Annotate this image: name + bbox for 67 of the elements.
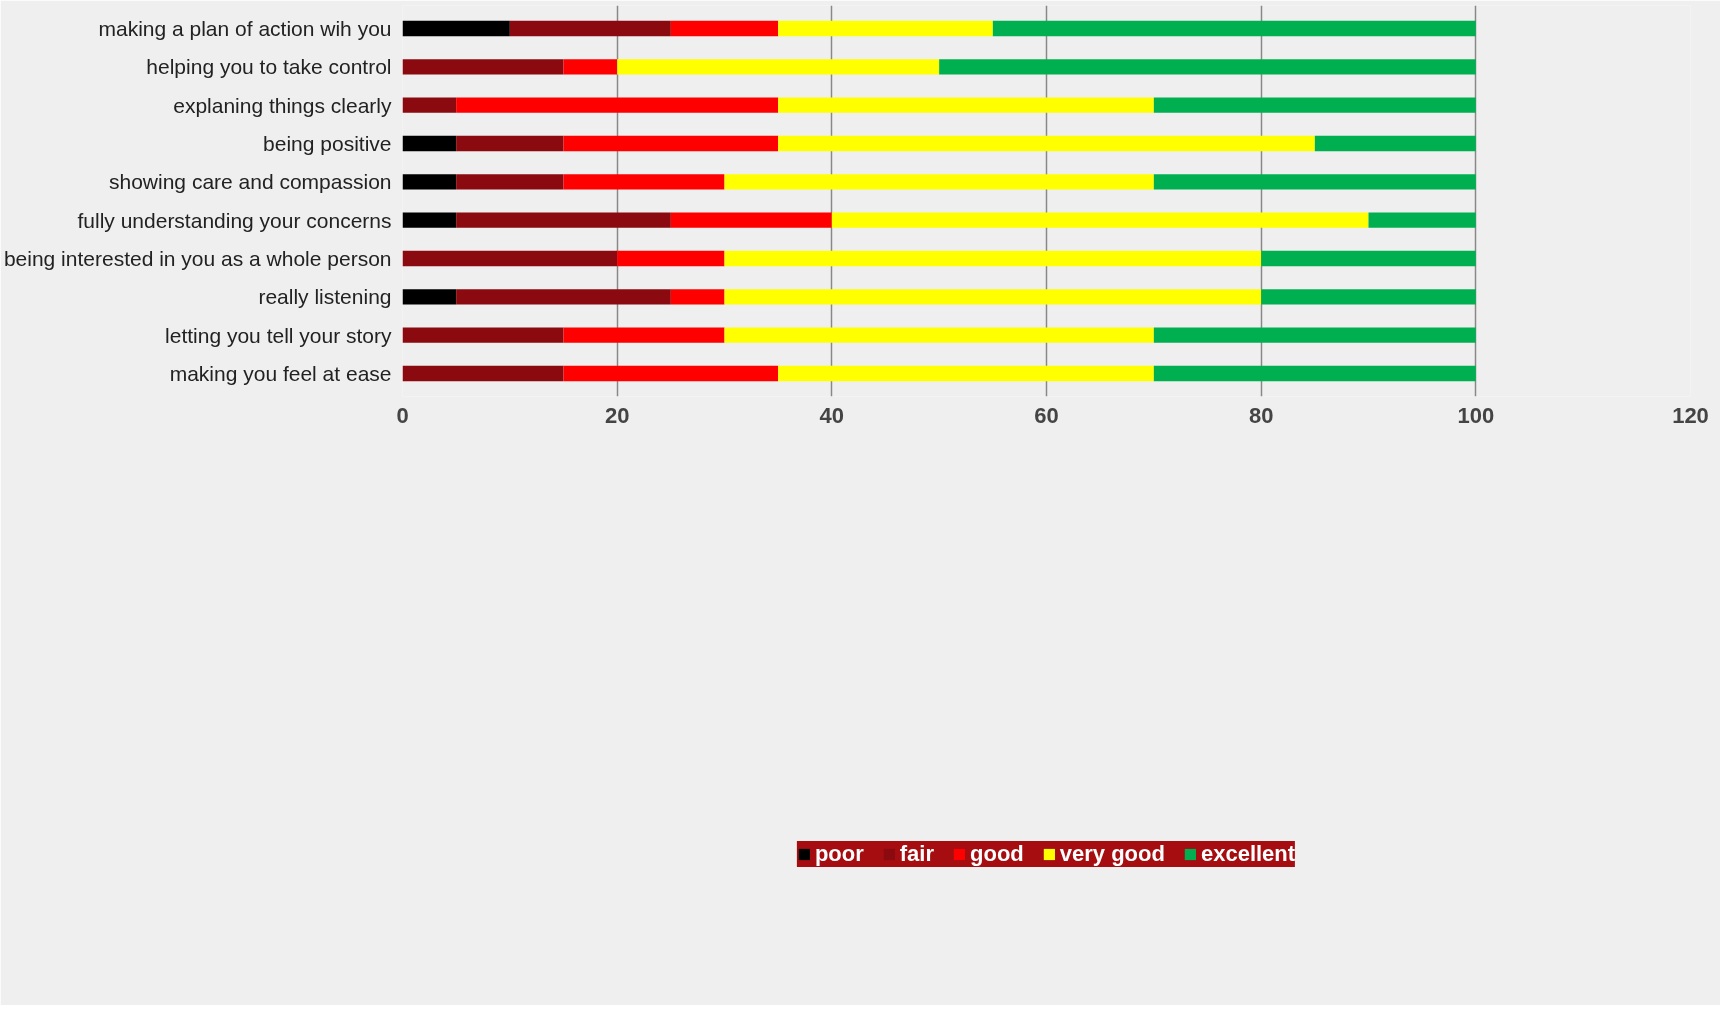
bar <box>670 289 725 305</box>
x-tick-label: 100 <box>1457 402 1495 428</box>
bar <box>617 59 940 75</box>
bar <box>1261 289 1476 305</box>
y-tick-label: making a plan of action wih you <box>98 17 392 40</box>
bar <box>1153 97 1476 113</box>
legend-label: poor <box>814 840 864 867</box>
bar <box>1368 212 1476 228</box>
y-tick-label: helping you to take control <box>146 55 392 79</box>
bar <box>563 59 618 75</box>
bar <box>509 20 671 37</box>
bar <box>1153 174 1476 190</box>
bar <box>402 250 618 267</box>
y-tick-label: making you feel at ease <box>169 362 392 385</box>
legend-label: excellent <box>1200 840 1296 867</box>
bar <box>1153 365 1476 382</box>
bar <box>402 289 457 305</box>
y-tick-label: being interested in you as a whole person <box>3 247 392 270</box>
x-tick-label: 40 <box>819 402 845 428</box>
bar <box>1153 327 1476 343</box>
bar <box>456 97 779 113</box>
x-tick-label: 80 <box>1248 402 1274 428</box>
y-tick-label: showing care and compassion <box>109 170 392 194</box>
bar <box>402 135 457 152</box>
bar <box>724 174 1154 190</box>
bar <box>724 250 1262 267</box>
bar <box>939 59 1476 75</box>
bar <box>992 20 1476 37</box>
bar <box>402 59 564 75</box>
y-tick-label: fully understanding your concerns <box>77 208 392 232</box>
bar <box>778 20 993 37</box>
bar <box>670 212 832 228</box>
legend-label: very good <box>1059 840 1165 867</box>
bar <box>402 20 510 37</box>
bar <box>563 135 779 152</box>
y-tick-label: letting you tell your story <box>165 323 392 347</box>
bar <box>402 212 457 228</box>
bar <box>563 365 779 382</box>
x-tick-label: 120 <box>1672 402 1709 428</box>
y-tick-label: really listening <box>258 285 392 309</box>
legend-label: fair <box>899 840 935 867</box>
bar <box>1314 135 1476 152</box>
bar <box>724 327 1154 343</box>
bar <box>670 20 779 37</box>
bar <box>456 135 564 152</box>
y-tick-label: explaning things clearly <box>173 93 392 117</box>
bar <box>778 97 1154 113</box>
bar <box>402 327 564 343</box>
bar <box>402 365 564 382</box>
bar <box>402 97 457 113</box>
bar <box>563 327 725 343</box>
bar <box>456 212 671 228</box>
legend-label: good <box>970 840 1024 867</box>
x-tick-label: 60 <box>1034 402 1059 428</box>
bar <box>456 289 671 305</box>
bar <box>617 250 725 267</box>
y-tick-label: being positive <box>263 132 392 155</box>
bar <box>831 212 1369 228</box>
bar <box>456 174 564 190</box>
bar <box>402 174 457 190</box>
x-tick-label: 20 <box>604 402 630 428</box>
bar <box>778 365 1154 382</box>
bar <box>1261 250 1476 267</box>
bar <box>778 135 1315 152</box>
bar <box>724 289 1262 305</box>
x-tick-label: 0 <box>396 402 409 428</box>
bar <box>563 174 725 190</box>
